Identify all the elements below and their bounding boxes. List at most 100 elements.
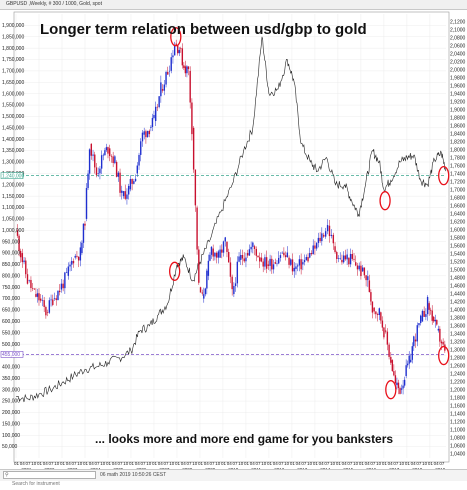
candle-body [204,288,207,295]
candle-body [414,339,417,342]
candle-body [328,225,331,237]
candle-body [151,117,154,127]
candle-body [309,253,311,258]
candle-body [41,300,44,301]
x-tick-month: 01 [405,461,411,466]
right-tick-label: 1,1800 [450,396,466,402]
instrument-search[interactable]: ⚲ [3,471,98,487]
x-tick-month: 07 [324,461,330,466]
x-tick-year: 2012 [274,467,285,469]
candle-body [141,132,144,142]
candle-body [105,147,108,151]
chart-annotation-title: Longer term relation between usd/gbp to … [40,21,367,38]
candle-body [136,165,138,174]
right-tick-label: 1,5600 [450,244,466,250]
x-tick-month: 01 [175,461,181,466]
left-tick-label: 900,000 [2,251,20,257]
candle-body [60,283,63,290]
left-tick-label: 500,000 [2,342,20,348]
left-tick-label: 1,850,000 [2,34,24,40]
candle-body [153,115,155,118]
candle-body [81,242,83,254]
candle-body [28,279,30,281]
candle-body [69,264,71,267]
x-tick-month: 01 [198,461,204,466]
x-tick-month: 04 [204,461,210,466]
candle-body [138,154,140,166]
candle-body [234,283,237,287]
x-tick-month: 10 [422,461,428,466]
x-tick-month: 04 [411,461,417,466]
price-chart[interactable]: 1,900,000 1,850,000 1,800,000 1,750,000 1,70… [0,10,467,469]
candle-body [58,290,61,293]
candle-body [104,150,106,156]
candle-body [334,246,336,253]
x-tick-month: 07 [255,461,261,466]
candle-body [312,245,314,255]
right-tick-label: 2,1000 [450,28,466,34]
right-tick-label: 1,4400 [450,292,466,298]
candle-body [259,257,261,262]
left-tick-label: 800,000 [2,273,20,279]
x-tick-year: 2007 [159,467,170,469]
left-tick-label: 400,000 [2,365,20,371]
candle-body [45,306,47,316]
candle-body [212,248,214,257]
candle-body [314,245,316,249]
candle-body [373,307,375,312]
left-tick-label: 300,000 [2,387,20,393]
candle-body [21,253,24,263]
candle-body [84,223,86,226]
candle-body [87,173,89,189]
left-tick-label: 1,400,000 [2,137,24,143]
candle-body [117,172,120,177]
candle-body [214,252,216,257]
x-tick-month: 10 [123,461,129,466]
candle-body [219,249,221,258]
candle-body [33,288,36,290]
candle-body [376,314,379,315]
candle-body [391,360,394,372]
x-tick-month: 04 [365,461,371,466]
candle-body [196,207,198,250]
right-tick-label: 1,1600 [450,404,466,410]
candle-body [368,280,371,293]
candle-body [303,259,306,263]
left-tick-label: 1,650,000 [2,80,24,86]
candle-body [355,262,357,266]
right-tick-label: 1,2400 [450,372,466,378]
left-tick-label: 750,000 [2,285,20,291]
highlight-circle [438,166,450,186]
right-tick-label: 1,5400 [450,252,466,258]
x-tick-month: 10 [215,461,221,466]
search-input[interactable] [4,481,98,487]
right-tick-label: 1,5000 [450,268,466,274]
candle-body [154,106,157,122]
candle-body [198,249,200,283]
right-tick-label: 1,9800 [450,76,466,82]
right-tick-label: 2,0200 [450,60,466,66]
left-tick-label: 250,000 [2,399,20,405]
right-tick-label: 1,3400 [450,332,466,338]
x-tick-month: 04 [273,461,279,466]
candle-body [173,46,176,56]
candle-body [279,255,282,258]
x-tick-month: 01 [290,461,296,466]
right-tick-label: 1,4800 [450,276,466,282]
x-tick-month: 04 [66,461,72,466]
left-tick-label: 1,800,000 [2,46,24,52]
left-tick-label: 950,000 [2,239,20,245]
candle-body [302,262,304,265]
x-tick-year: 2009 [205,467,216,469]
right-tick-label: 1,6800 [450,196,466,202]
candle-body [342,255,345,263]
candle-body [288,257,290,265]
candle-body [16,230,19,236]
x-tick-month: 01 [106,461,112,466]
candle-body [423,310,425,317]
candle-body [222,241,225,253]
candle-body [403,379,406,386]
candle-body [296,265,299,267]
candle-body [300,259,302,270]
